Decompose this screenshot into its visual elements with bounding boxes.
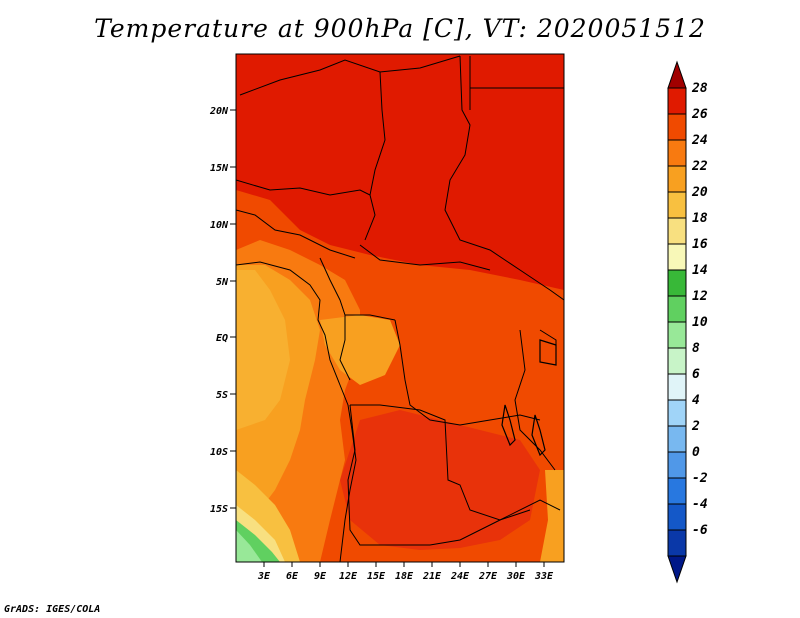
colorbar-label: 16 bbox=[692, 237, 708, 252]
region-se bbox=[540, 470, 564, 562]
chart-title: Temperature at 900hPa [C], VT: 202005151… bbox=[94, 14, 706, 43]
lon-label: 21E bbox=[422, 571, 442, 582]
region-cool2 bbox=[236, 270, 290, 430]
colorbar-segment bbox=[667, 399, 687, 427]
lon-label: 18E bbox=[395, 571, 414, 582]
colorbar-label: 2 bbox=[691, 419, 700, 434]
colorbar-label: 24 bbox=[691, 133, 708, 148]
colorbar-segment bbox=[667, 87, 687, 115]
colorbar-segment bbox=[667, 217, 687, 245]
colorbar-overflow-bottom bbox=[667, 555, 687, 584]
lat-label: 10N bbox=[210, 220, 229, 231]
colorbar-label: 6 bbox=[692, 367, 700, 382]
colorbar-segment bbox=[667, 529, 687, 557]
lon-label: 9E bbox=[314, 571, 327, 582]
lat-label: 20N bbox=[209, 106, 229, 117]
lat-label: 15N bbox=[210, 163, 229, 174]
lat-label: 5N bbox=[216, 277, 229, 288]
colorbar-label: -2 bbox=[692, 471, 708, 486]
colorbar-label: 4 bbox=[692, 393, 700, 408]
temperature-field bbox=[236, 54, 564, 562]
country-borders bbox=[236, 55, 564, 546]
lon-label: 24E bbox=[450, 571, 470, 582]
lake-malawi bbox=[531, 414, 546, 457]
lat-axis: 20N 15N 10N 5N EQ 5S 10S 15S bbox=[209, 106, 236, 515]
colorbar-segment bbox=[667, 347, 687, 375]
colorbar-label: 14 bbox=[692, 263, 708, 278]
colorbar-segment bbox=[667, 139, 687, 167]
colorbar-label: -4 bbox=[692, 497, 708, 512]
lon-label: 30E bbox=[506, 571, 526, 582]
lake-victoria bbox=[539, 339, 557, 366]
coastline bbox=[236, 261, 357, 562]
lon-label: 6E bbox=[286, 571, 299, 582]
lon-label: 3E bbox=[257, 571, 271, 582]
colorbar-label: 26 bbox=[691, 107, 708, 122]
colorbar-label: 18 bbox=[692, 211, 708, 226]
map-frame bbox=[235, 53, 565, 563]
colorbar-segment bbox=[667, 113, 687, 141]
colorbar-label: 10 bbox=[692, 315, 708, 330]
colorbar-label: 12 bbox=[692, 289, 708, 304]
colorbar-segment bbox=[667, 477, 687, 505]
lat-label: 10S bbox=[210, 447, 228, 458]
lat-label: 15S bbox=[210, 504, 228, 515]
colorbar-label: 20 bbox=[691, 185, 708, 200]
lat-label: 5S bbox=[216, 390, 228, 401]
region-lightgreen bbox=[236, 530, 262, 562]
colorbar-label: -6 bbox=[692, 523, 708, 538]
lat-label: EQ bbox=[216, 333, 228, 344]
lake-tanganyika bbox=[501, 404, 516, 447]
colorbar-segment bbox=[667, 425, 687, 453]
colorbar-label: 8 bbox=[692, 341, 700, 356]
colorbar-segment bbox=[667, 269, 687, 297]
colorbar-segment bbox=[667, 503, 687, 531]
lon-label: 12E bbox=[339, 571, 358, 582]
lon-label: 33E bbox=[534, 571, 554, 582]
lon-label: 15E bbox=[367, 571, 386, 582]
lon-axis: 3E 6E 9E 12E 15E 18E 21E 24E 27E 30E 33E bbox=[257, 562, 554, 582]
colorbar-segment bbox=[667, 243, 687, 271]
colorbar-segment bbox=[667, 165, 687, 193]
footer-credit: GrADS: IGES/COLA bbox=[4, 604, 101, 615]
colorbar-overflow-top bbox=[667, 60, 687, 89]
colorbar-segment bbox=[667, 451, 687, 479]
colorbar-segment bbox=[667, 373, 687, 401]
region-gabon bbox=[320, 315, 400, 385]
colorbar-segment bbox=[667, 191, 687, 219]
colorbar-segment bbox=[667, 295, 687, 323]
colorbar-label: 22 bbox=[691, 159, 708, 174]
colorbar-label: 28 bbox=[691, 81, 708, 96]
colorbar-segment bbox=[667, 321, 687, 349]
lon-label: 27E bbox=[478, 571, 498, 582]
region-interior bbox=[340, 410, 540, 550]
colorbar-label: 0 bbox=[692, 445, 700, 460]
